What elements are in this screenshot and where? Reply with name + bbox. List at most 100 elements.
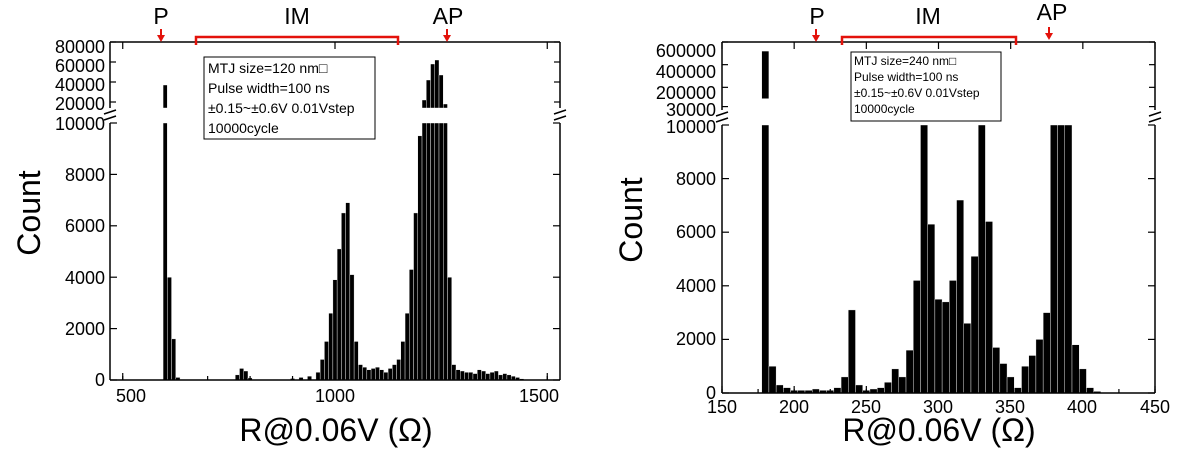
annotation-line: Pulse width=100 ns bbox=[208, 80, 330, 96]
histogram-bar bbox=[430, 122, 435, 381]
histogram-bar bbox=[1021, 366, 1029, 394]
histogram-bar bbox=[884, 382, 892, 394]
y-tick-label: 30000 bbox=[666, 100, 716, 120]
x-tick-label: 250 bbox=[851, 397, 881, 417]
x-tick-label: 400 bbox=[1067, 397, 1097, 417]
histogram-bar bbox=[977, 124, 986, 394]
histogram-bar bbox=[421, 122, 427, 381]
bars-right bbox=[761, 50, 1102, 394]
x-axis-title: R@0.06V (Ω) bbox=[842, 412, 1035, 448]
y-tick-label: 2000 bbox=[676, 329, 716, 349]
histogram-bar bbox=[455, 369, 461, 381]
annotation-line: 10000cycle bbox=[208, 120, 279, 136]
histogram-bar bbox=[438, 122, 444, 381]
break-mark-left bbox=[103, 115, 117, 121]
histogram-bar-upper bbox=[443, 103, 448, 109]
break-mark-right bbox=[553, 109, 567, 115]
histogram-bar bbox=[332, 279, 338, 381]
y-tick-label: 0 bbox=[95, 370, 105, 390]
histogram-bar-upper bbox=[434, 59, 440, 109]
histogram-bar bbox=[379, 369, 385, 381]
histogram-bar bbox=[328, 312, 334, 381]
histogram-bar bbox=[876, 387, 885, 394]
histogram-bar bbox=[358, 364, 363, 381]
histogram-bar bbox=[392, 364, 397, 381]
y-tick-label: 4000 bbox=[676, 276, 716, 296]
histogram-bar bbox=[171, 338, 177, 381]
chart-right: 150 200 250 300 350 400 450 0 2000 4000 … bbox=[613, 0, 1170, 448]
region-label-p: P bbox=[809, 3, 824, 29]
histogram-bar bbox=[956, 199, 964, 394]
region-label-p: P bbox=[153, 3, 168, 29]
x-tick-label: 1000 bbox=[315, 386, 355, 406]
histogram-bar bbox=[489, 372, 495, 381]
histogram-bar bbox=[239, 368, 244, 381]
histogram-bar bbox=[409, 269, 414, 381]
histogram-bar bbox=[1042, 312, 1051, 394]
histogram-bar bbox=[481, 370, 486, 381]
histogram-bar bbox=[775, 384, 784, 394]
histogram-bar bbox=[494, 370, 499, 381]
im-bracket bbox=[194, 35, 400, 45]
region-label-ap: AP bbox=[1037, 0, 1068, 25]
y-tick-label: 4000 bbox=[65, 268, 105, 288]
y-tick-label: 40000 bbox=[55, 75, 105, 95]
x-tick-label: 150 bbox=[707, 397, 737, 417]
ticks-right bbox=[721, 41, 1156, 394]
histogram-bar bbox=[963, 323, 972, 394]
bars-left bbox=[162, 59, 529, 381]
region-label-ap: AP bbox=[433, 3, 464, 29]
im-bracket bbox=[840, 35, 1018, 45]
histogram-bar bbox=[426, 122, 431, 381]
histogram-bar-upper bbox=[438, 74, 444, 109]
y-tick-label: 600000 bbox=[656, 41, 716, 61]
histogram-bar bbox=[443, 122, 448, 381]
histogram-bar bbox=[243, 370, 249, 381]
y-tick-label: 10000 bbox=[666, 117, 716, 137]
y-tick-label: 10000 bbox=[55, 114, 105, 134]
chart-left: 500 1000 1500 0 2000 4000 6000 8000 1000… bbox=[11, 3, 567, 448]
histogram-bar bbox=[396, 359, 402, 381]
histogram-bar bbox=[783, 387, 791, 394]
p-arrow bbox=[812, 29, 820, 42]
break-mark-left bbox=[715, 111, 729, 117]
histogram-bar bbox=[413, 212, 418, 381]
histogram-bar bbox=[891, 368, 900, 394]
ticks-left bbox=[110, 41, 560, 381]
histogram-bar bbox=[477, 369, 482, 381]
x-axis-title: R@0.06V (Ω) bbox=[239, 412, 432, 448]
histogram-bar-upper bbox=[430, 63, 435, 109]
histogram-bar bbox=[941, 301, 950, 394]
histogram-bar bbox=[472, 373, 478, 381]
histogram-bar bbox=[451, 364, 457, 381]
histogram-bar bbox=[336, 248, 342, 381]
y-tick-label: 8000 bbox=[676, 169, 716, 189]
annotation-line: ±0.15~±0.6V 0.01Vstep bbox=[208, 100, 355, 116]
y-tick-label: 8000 bbox=[65, 165, 105, 185]
histogram-bar bbox=[319, 359, 325, 381]
x-tick-label: 300 bbox=[923, 397, 953, 417]
histogram-bar-upper bbox=[761, 50, 770, 99]
break-mark-left bbox=[715, 117, 729, 123]
histogram-bar bbox=[1057, 124, 1065, 394]
histogram-bar bbox=[934, 299, 943, 394]
x-tick-label: 350 bbox=[995, 397, 1025, 417]
x-tick-label: 500 bbox=[116, 386, 146, 406]
break-mark-left bbox=[103, 109, 117, 115]
break-mark-right bbox=[553, 115, 567, 121]
x-tick-label: 200 bbox=[779, 397, 809, 417]
break-mark-right bbox=[1148, 111, 1162, 117]
region-label-im: IM bbox=[915, 3, 941, 29]
y-tick-label: 400000 bbox=[656, 62, 716, 82]
histogram-bar bbox=[468, 372, 474, 381]
y-tick-label: 200000 bbox=[656, 83, 716, 103]
histogram-bar bbox=[362, 366, 368, 381]
annotation-box-right: MTJ size=240 nm□ Pulse width=100 ns ±0.1… bbox=[850, 51, 1002, 122]
histogram-bar bbox=[920, 124, 928, 394]
annotation-line: Pulse width=100 ns bbox=[854, 70, 958, 84]
ap-arrow bbox=[1045, 27, 1053, 40]
annotation-line: MTJ size=240 nm□ bbox=[854, 54, 956, 68]
histogram-bar bbox=[235, 374, 240, 381]
histogram-bar bbox=[1086, 387, 1094, 394]
